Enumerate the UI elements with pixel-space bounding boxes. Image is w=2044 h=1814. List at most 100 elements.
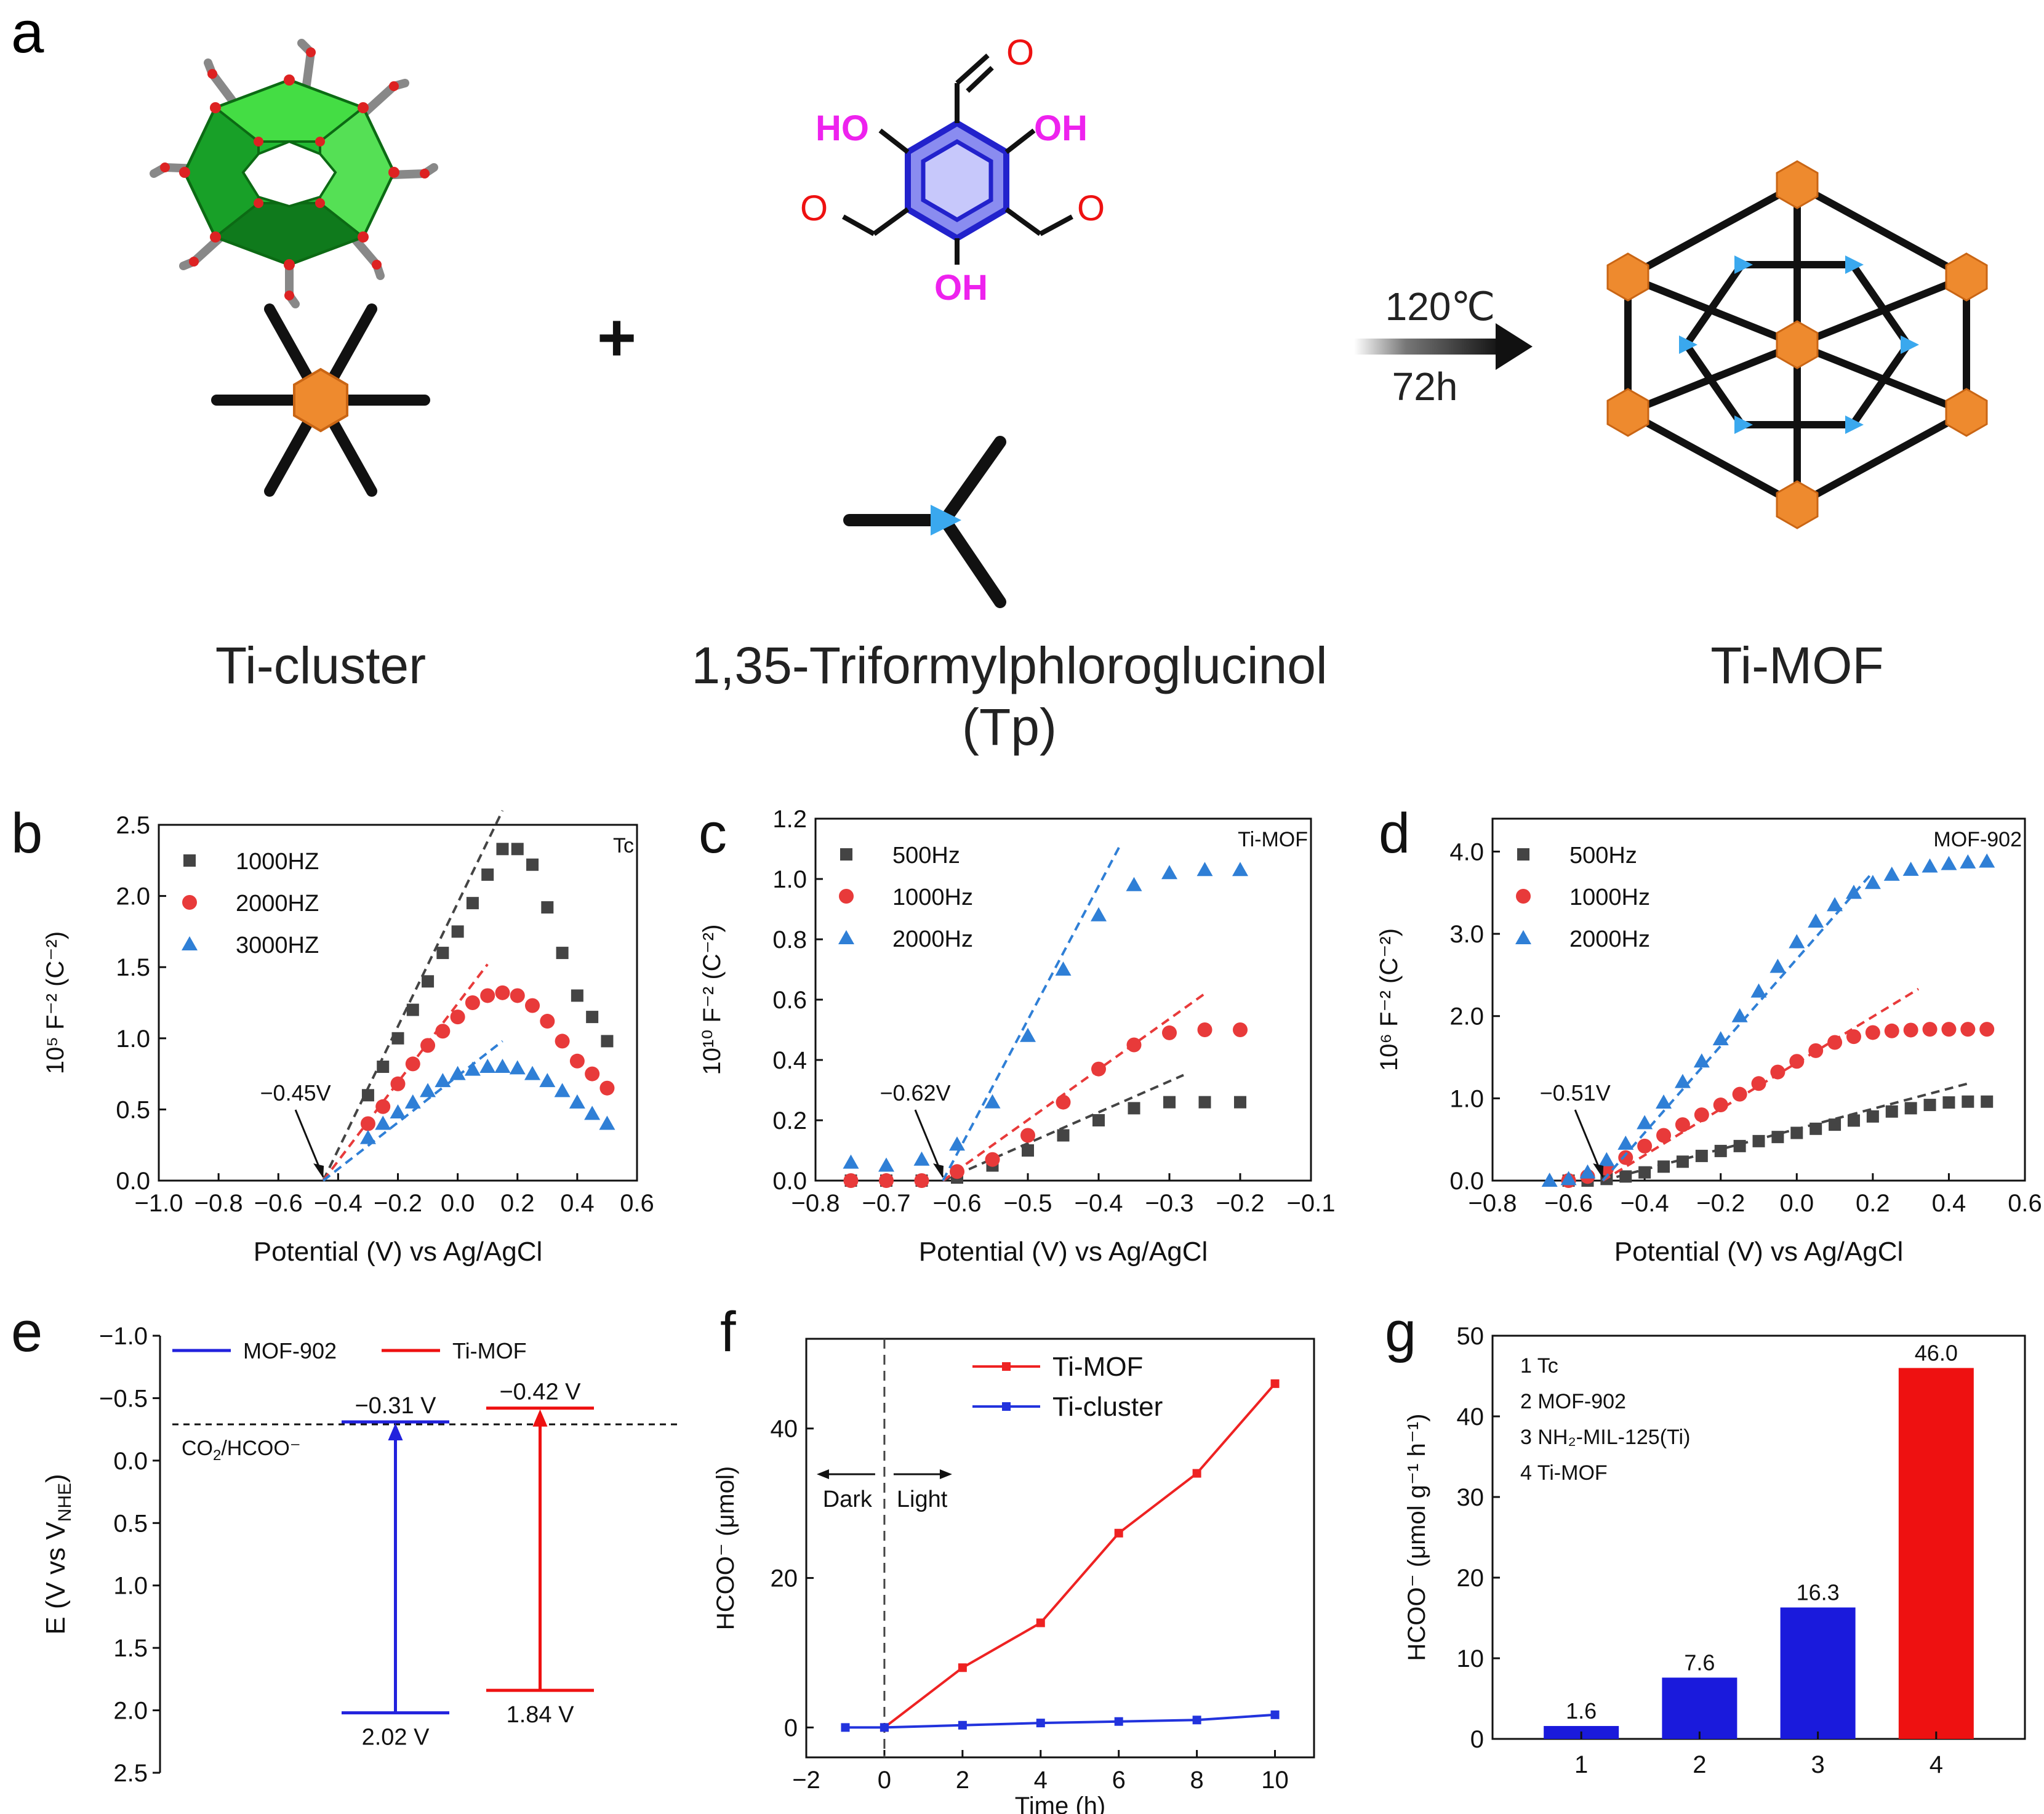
panel-letter-d: d bbox=[1379, 802, 1410, 865]
data-point bbox=[390, 1076, 406, 1091]
cb-label: −0.31 V bbox=[355, 1393, 436, 1419]
band-Ti-MOF: −0.42 V 1.84 V bbox=[486, 1379, 594, 1728]
x-axis-label: Time (h) bbox=[1015, 1792, 1105, 1814]
y-tick-label: 40 bbox=[771, 1416, 798, 1443]
data-point bbox=[375, 1099, 391, 1114]
data-point bbox=[1055, 961, 1072, 976]
x-tick-label: 0 bbox=[878, 1767, 891, 1794]
data-point bbox=[1752, 1134, 1765, 1147]
legend-marker bbox=[839, 889, 854, 904]
bar-value-label: 1.6 bbox=[1566, 1698, 1597, 1724]
fit-line bbox=[942, 845, 1121, 1181]
data-point bbox=[1883, 866, 1900, 881]
data-point bbox=[1827, 897, 1843, 912]
y-tick-label: 0.0 bbox=[772, 1168, 807, 1195]
annotation-arrowhead bbox=[1593, 1163, 1604, 1178]
series-2000Hz bbox=[1541, 853, 1995, 1187]
y-tick-label: 20 bbox=[771, 1565, 798, 1592]
data-point bbox=[1884, 1023, 1899, 1038]
bar-4 bbox=[1898, 1368, 1974, 1739]
x-axis-label: Potential (V) vs Ag/AgCl bbox=[254, 1237, 543, 1267]
y-tick-label: 3.0 bbox=[1449, 921, 1484, 948]
legend-label: 2000HZ bbox=[236, 891, 319, 917]
y-tick-label: 1.0 bbox=[116, 1025, 150, 1053]
data-point bbox=[914, 1173, 929, 1188]
data-point bbox=[1695, 1149, 1708, 1162]
legend-label: Ti-cluster bbox=[1052, 1392, 1163, 1422]
y-tick-label: 0.4 bbox=[772, 1047, 807, 1074]
bar-2 bbox=[1662, 1677, 1737, 1739]
y-tick-label: 0.6 bbox=[772, 987, 807, 1014]
data-point bbox=[436, 947, 449, 960]
data-point bbox=[539, 1073, 556, 1088]
y-axis-label: E (V vs VNHE) bbox=[41, 1474, 75, 1634]
fit-line bbox=[942, 1074, 1184, 1182]
x-tick-label: 0.2 bbox=[500, 1190, 535, 1217]
legend-label: Ti-MOF bbox=[452, 1338, 527, 1363]
legend-marker bbox=[183, 854, 196, 867]
data-point bbox=[585, 1066, 600, 1082]
x-tick-label: 0.4 bbox=[560, 1190, 595, 1217]
data-point bbox=[1902, 861, 1919, 876]
y-tick-label: 1.0 bbox=[113, 1573, 148, 1600]
x-tick-label: −0.2 bbox=[374, 1190, 422, 1217]
x-tick-label: −0.4 bbox=[1621, 1190, 1669, 1217]
y-axis-label: HCOO⁻ (μmol g⁻¹ h⁻¹) bbox=[1403, 1414, 1430, 1661]
x-axis-label: Potential (V) vs Ag/AgCl bbox=[919, 1237, 1208, 1267]
series-1000HZ bbox=[322, 810, 614, 1181]
legend-entry: 4 Ti-MOF bbox=[1520, 1461, 1608, 1485]
data-point bbox=[1922, 1022, 1938, 1037]
data-point bbox=[1941, 856, 1957, 870]
y-tick-label: 0 bbox=[1470, 1726, 1484, 1753]
panel-letter-e: e bbox=[11, 1301, 42, 1363]
legend-label: 3000HZ bbox=[236, 933, 319, 958]
plot-frame bbox=[158, 824, 638, 1182]
excitation-arrowhead bbox=[388, 1423, 403, 1440]
data-point bbox=[1056, 1094, 1071, 1110]
data-point bbox=[1036, 1719, 1045, 1728]
data-point bbox=[878, 1157, 894, 1172]
y-tick-label: 1.0 bbox=[772, 866, 807, 893]
data-point bbox=[1847, 1114, 1860, 1127]
x-tick-label: −0.4 bbox=[314, 1190, 363, 1217]
data-point bbox=[1192, 1469, 1201, 1478]
panel-e-chart: e −1.0 −0.5 0.0 0.5 1.0 1.5 2.0 2.5 E (V vs VNHE)… bbox=[11, 1301, 677, 1787]
data-point bbox=[1714, 1144, 1727, 1157]
data-point bbox=[1161, 865, 1177, 880]
data-point bbox=[1979, 1022, 1995, 1037]
data-point bbox=[466, 897, 479, 910]
legend-entry: 1 Tc bbox=[1520, 1354, 1558, 1378]
legend-marker bbox=[838, 930, 854, 944]
y-tick-label: 0 bbox=[784, 1714, 798, 1741]
legend-marker bbox=[182, 895, 197, 910]
data-point bbox=[1638, 1166, 1651, 1179]
data-point bbox=[1789, 934, 1805, 949]
data-point bbox=[494, 1059, 511, 1074]
data-point bbox=[1922, 858, 1938, 873]
x-tick-label: −0.2 bbox=[1696, 1190, 1745, 1217]
data-point bbox=[1114, 1528, 1123, 1538]
x-tick-label: −0.1 bbox=[1287, 1190, 1336, 1217]
data-point bbox=[880, 1723, 889, 1732]
data-point bbox=[541, 901, 554, 914]
data-point bbox=[1617, 1135, 1634, 1150]
legend-marker bbox=[1515, 930, 1531, 944]
panel-g-chart: g 0 10 20 30 40 50 HCOO⁻ (μmol g⁻¹ h⁻¹) 1.6 1 7.6 2… bbox=[1385, 1301, 2026, 1778]
y-tick-label: 2.0 bbox=[113, 1698, 148, 1725]
series-Ti-cluster bbox=[841, 1710, 1280, 1732]
reaction-time: 72h bbox=[1392, 364, 1458, 409]
reaction-arrow bbox=[1354, 323, 1533, 370]
data-point bbox=[1810, 1122, 1822, 1135]
y-tick-label: 0.0 bbox=[1449, 1168, 1484, 1195]
annotation-label: −0.45V bbox=[260, 1080, 331, 1106]
y-tick-label: −0.5 bbox=[99, 1385, 148, 1412]
series-1000Hz bbox=[1561, 987, 1995, 1188]
annotation-arrowhead bbox=[313, 1163, 324, 1178]
panel-letter-g: g bbox=[1385, 1301, 1416, 1363]
data-point bbox=[1541, 1173, 1558, 1187]
light-label: Light bbox=[897, 1487, 948, 1512]
data-point bbox=[390, 1104, 406, 1119]
data-point bbox=[1771, 1131, 1784, 1144]
legend-label: 2000Hz bbox=[892, 926, 973, 952]
y-tick-label: 0.0 bbox=[113, 1448, 148, 1475]
